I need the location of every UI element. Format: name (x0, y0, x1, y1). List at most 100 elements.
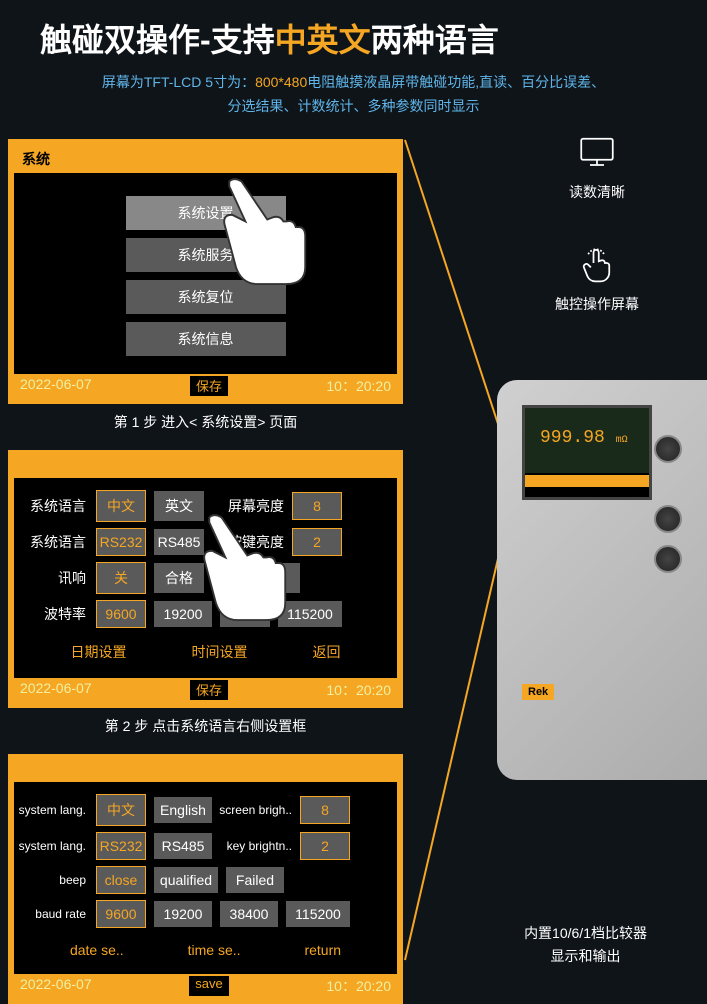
panel2-baud-19200[interactable]: 19200 (154, 601, 212, 627)
panel2-date-set[interactable]: 日期设置 (63, 638, 135, 666)
right-sidebar: 读数清晰 触控操作屏幕 (507, 130, 687, 354)
panel2-row1: 系统语言 中文 英文 屏幕亮度 8 (18, 490, 393, 522)
panel3-beep-qual[interactable]: qualified (154, 867, 218, 893)
panel2-date: 2022-06-07 (20, 680, 92, 700)
title-part1: 触碰双操作-支持 (40, 22, 275, 58)
panel3-header (14, 760, 397, 782)
panel3-row1-mid: screen brigh.. (218, 803, 294, 817)
icon-block-clarity: 读数清晰 (507, 130, 687, 202)
panel3-rs232[interactable]: RS232 (96, 832, 146, 860)
panel2-baud-115200[interactable]: 115200 (278, 601, 342, 627)
panel2-baud-9600[interactable]: 9600 (96, 600, 146, 628)
panel2-lang-en[interactable]: 英文 (154, 491, 204, 521)
panel2-row3-label: 讯响 (18, 568, 90, 588)
connector-3 (654, 545, 682, 573)
subtitle-1b: 800*480 (255, 74, 307, 90)
panel3-row2-label: system lang. (18, 839, 90, 853)
panel3-lang-cn[interactable]: 中文 (96, 794, 146, 826)
panel2-beep-off[interactable]: 关 (96, 562, 146, 594)
panel3-rs485[interactable]: RS485 (154, 833, 212, 859)
panel2-baud-3[interactable]: 3 (220, 601, 270, 627)
menu-system-reset[interactable]: 系统复位 (126, 280, 286, 314)
header-title: 触碰双操作-支持中英文两种语言 (0, 0, 707, 71)
bottom-caption-1: 内置10/6/1档比较器 (524, 922, 647, 944)
panel3-brightness[interactable]: 8 (300, 796, 350, 824)
panel3-beep-fail[interactable]: Failed (226, 867, 284, 893)
menu-system-service[interactable]: 系统服务 (126, 238, 286, 272)
panel2-keybright[interactable]: 2 (292, 528, 342, 556)
panel3-time-set[interactable]: time se.. (180, 938, 249, 962)
menu-system-info[interactable]: 系统信息 (126, 322, 286, 356)
panel3-row3-label: beep (18, 873, 90, 887)
panel2-body: 系统语言 中文 英文 屏幕亮度 8 系统语言 RS232 RS485 按键亮度 … (14, 478, 397, 678)
panel3-row2-mid: key brightn.. (218, 839, 294, 853)
touch-icon (576, 242, 618, 284)
panel3-keybright[interactable]: 2 (300, 832, 350, 860)
panel2-beep-ok[interactable]: 合格 (154, 563, 204, 593)
bottom-caption: 内置10/6/1档比较器 显示和输出 (524, 922, 647, 967)
panel2-row4-label: 波特率 (18, 604, 90, 624)
panel3-row3: beep close qualified Failed (18, 866, 393, 894)
monitor-icon (576, 130, 618, 172)
panel3-row1-label: system lang. (18, 803, 90, 817)
panel2-rs232[interactable]: RS232 (96, 528, 146, 556)
panel3-date-set[interactable]: date se.. (62, 938, 132, 962)
panel3-lang-en[interactable]: English (154, 797, 212, 823)
icon-block-touch: 触控操作屏幕 (507, 242, 687, 314)
panel3-bottom: date se.. time se.. return (18, 938, 393, 962)
screen-panel-3: system lang. 中文 English screen brigh.. 8… (8, 754, 403, 1004)
screen-panel-1: 系统 系统设置 系统服务 系统复位 系统信息 2022-06-07 保存 10：… (8, 139, 403, 404)
panel1-time: 10：20:20 (326, 376, 391, 396)
panel1-footer: 2022-06-07 保存 10：20:20 (14, 374, 397, 398)
screen-panel-2: 系统语言 中文 英文 屏幕亮度 8 系统语言 RS232 RS485 按键亮度 … (8, 450, 403, 708)
title-part3: 两种语言 (371, 22, 499, 58)
panel3-footer: 2022-06-07 save 10：20:20 (14, 974, 397, 998)
clarity-label: 读数清晰 (507, 182, 687, 202)
connector-1 (654, 435, 682, 463)
panel3-time: 10：20:20 (326, 976, 391, 996)
panel2-save[interactable]: 保存 (190, 680, 228, 700)
panel3-baud-38400[interactable]: 38400 (220, 901, 278, 927)
panel2-row1-mid: 屏幕亮度 (210, 496, 286, 516)
panel3-save[interactable]: save (189, 976, 228, 996)
subtitle-1a: 屏幕为TFT-LCD 5寸为： (102, 74, 255, 90)
panel3-row4: baud rate 9600 19200 38400 115200 (18, 900, 393, 928)
connector-2 (654, 505, 682, 533)
panel2-rs485[interactable]: RS485 (154, 529, 204, 555)
panel1-body: 系统设置 系统服务 系统复位 系统信息 (14, 173, 397, 374)
subtitle-1c: 电阻触摸液晶屏带触碰功能,直读、百分比误差、 (307, 74, 605, 90)
panel3-baud-19200[interactable]: 19200 (154, 901, 212, 927)
panel3-date: 2022-06-07 (20, 976, 92, 996)
bottom-caption-2: 显示和输出 (524, 945, 647, 967)
panel3-baud-9600[interactable]: 9600 (96, 900, 146, 928)
panel3-row2: system lang. RS232 RS485 key brightn.. 2 (18, 832, 393, 860)
device-reading: 999.98 mΩ (540, 428, 628, 448)
panel3-beep-close[interactable]: close (96, 866, 146, 894)
panel2-footer: 2022-06-07 保存 10：20:20 (14, 678, 397, 702)
device-screen: 999.98 mΩ (522, 405, 652, 500)
panel3-body: system lang. 中文 English screen brigh.. 8… (14, 782, 397, 974)
panel3-row4-label: baud rate (18, 907, 90, 921)
panel1-date: 2022-06-07 (20, 376, 92, 396)
panel2-row3: 讯响 关 合格 格 (18, 562, 393, 594)
panel2-brightness[interactable]: 8 (292, 492, 342, 520)
device-orange-bar (525, 475, 649, 487)
panel2-header (14, 456, 397, 478)
panel2-return[interactable]: 返回 (305, 638, 349, 666)
panel2-time-set[interactable]: 时间设置 (184, 638, 256, 666)
title-part2: 中英文 (275, 22, 371, 58)
panel2-lang-cn[interactable]: 中文 (96, 490, 146, 522)
panel2-row2-label: 系统语言 (18, 532, 90, 552)
menu-system-settings[interactable]: 系统设置 (126, 196, 286, 230)
panel2-time: 10：20:20 (326, 680, 391, 700)
panel3-return[interactable]: return (296, 938, 349, 962)
subtitle: 屏幕为TFT-LCD 5寸为：800*480电阻触摸液晶屏带触碰功能,直读、百分… (0, 71, 707, 139)
device-brand: Rek (522, 684, 554, 700)
panel3-baud-115200[interactable]: 115200 (286, 901, 350, 927)
panel2-row1-label: 系统语言 (18, 496, 90, 516)
panel1-save[interactable]: 保存 (190, 376, 228, 396)
panel2-beep-fail[interactable]: 格 (250, 563, 300, 593)
device-display: 999.98 mΩ (525, 408, 649, 473)
panel1-header: 系统 (14, 145, 397, 173)
panel2-bottom: 日期设置 时间设置 返回 (18, 638, 393, 666)
